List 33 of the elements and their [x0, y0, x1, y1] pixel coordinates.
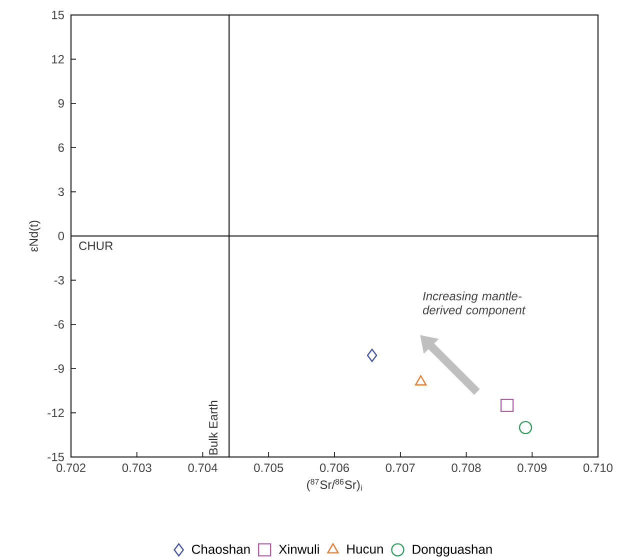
- legend-label: Chaoshan: [192, 544, 250, 554]
- annotation: Increasing mantle-derived component: [422, 292, 526, 317]
- y-tick-label: 15: [52, 10, 64, 20]
- y-axis-title: εNd(t): [29, 220, 40, 252]
- x-tick-label: 0.710: [583, 464, 613, 472]
- y-tick-label: 3: [58, 188, 64, 196]
- ref-line-label: CHUR: [79, 242, 113, 250]
- y-tick-label: -6: [54, 320, 64, 329]
- x-tick-label: 0.702: [56, 464, 86, 472]
- point: [366, 348, 378, 362]
- x-axis-title: ($^{87}$Sr/$^{86}$Sr)$_{i}$: [307, 478, 362, 492]
- y-tick-label: 6: [58, 143, 64, 152]
- point: [500, 398, 514, 412]
- legend-label: Hucun: [347, 544, 383, 554]
- x-tick-label: 0.708: [452, 464, 481, 472]
- y-tick-label: 9: [58, 99, 64, 108]
- legend-label: Xinwuli: [278, 544, 319, 554]
- x-tick-label: 0.703: [122, 464, 152, 472]
- x-tick-label: 0.707: [386, 464, 415, 472]
- x-tick-label: 0.706: [320, 464, 349, 472]
- x-tick-label: 0.704: [188, 464, 218, 472]
- point: [415, 375, 427, 386]
- x-tick-label: 0.705: [254, 464, 284, 472]
- y-tick-label: 0: [58, 232, 64, 240]
- y-tick-label: -15: [48, 452, 64, 462]
- y-tick-label: -9: [54, 364, 64, 373]
- ref-line-label: Bulk Earth: [208, 400, 218, 454]
- x-tick-label: 0.709: [518, 464, 547, 472]
- point: [518, 420, 532, 434]
- legend-label: Dongguashan: [412, 544, 492, 556]
- y-tick-label: -12: [48, 408, 64, 417]
- y-tick-label: -3: [54, 276, 64, 284]
- y-tick-label: 12: [52, 55, 64, 64]
